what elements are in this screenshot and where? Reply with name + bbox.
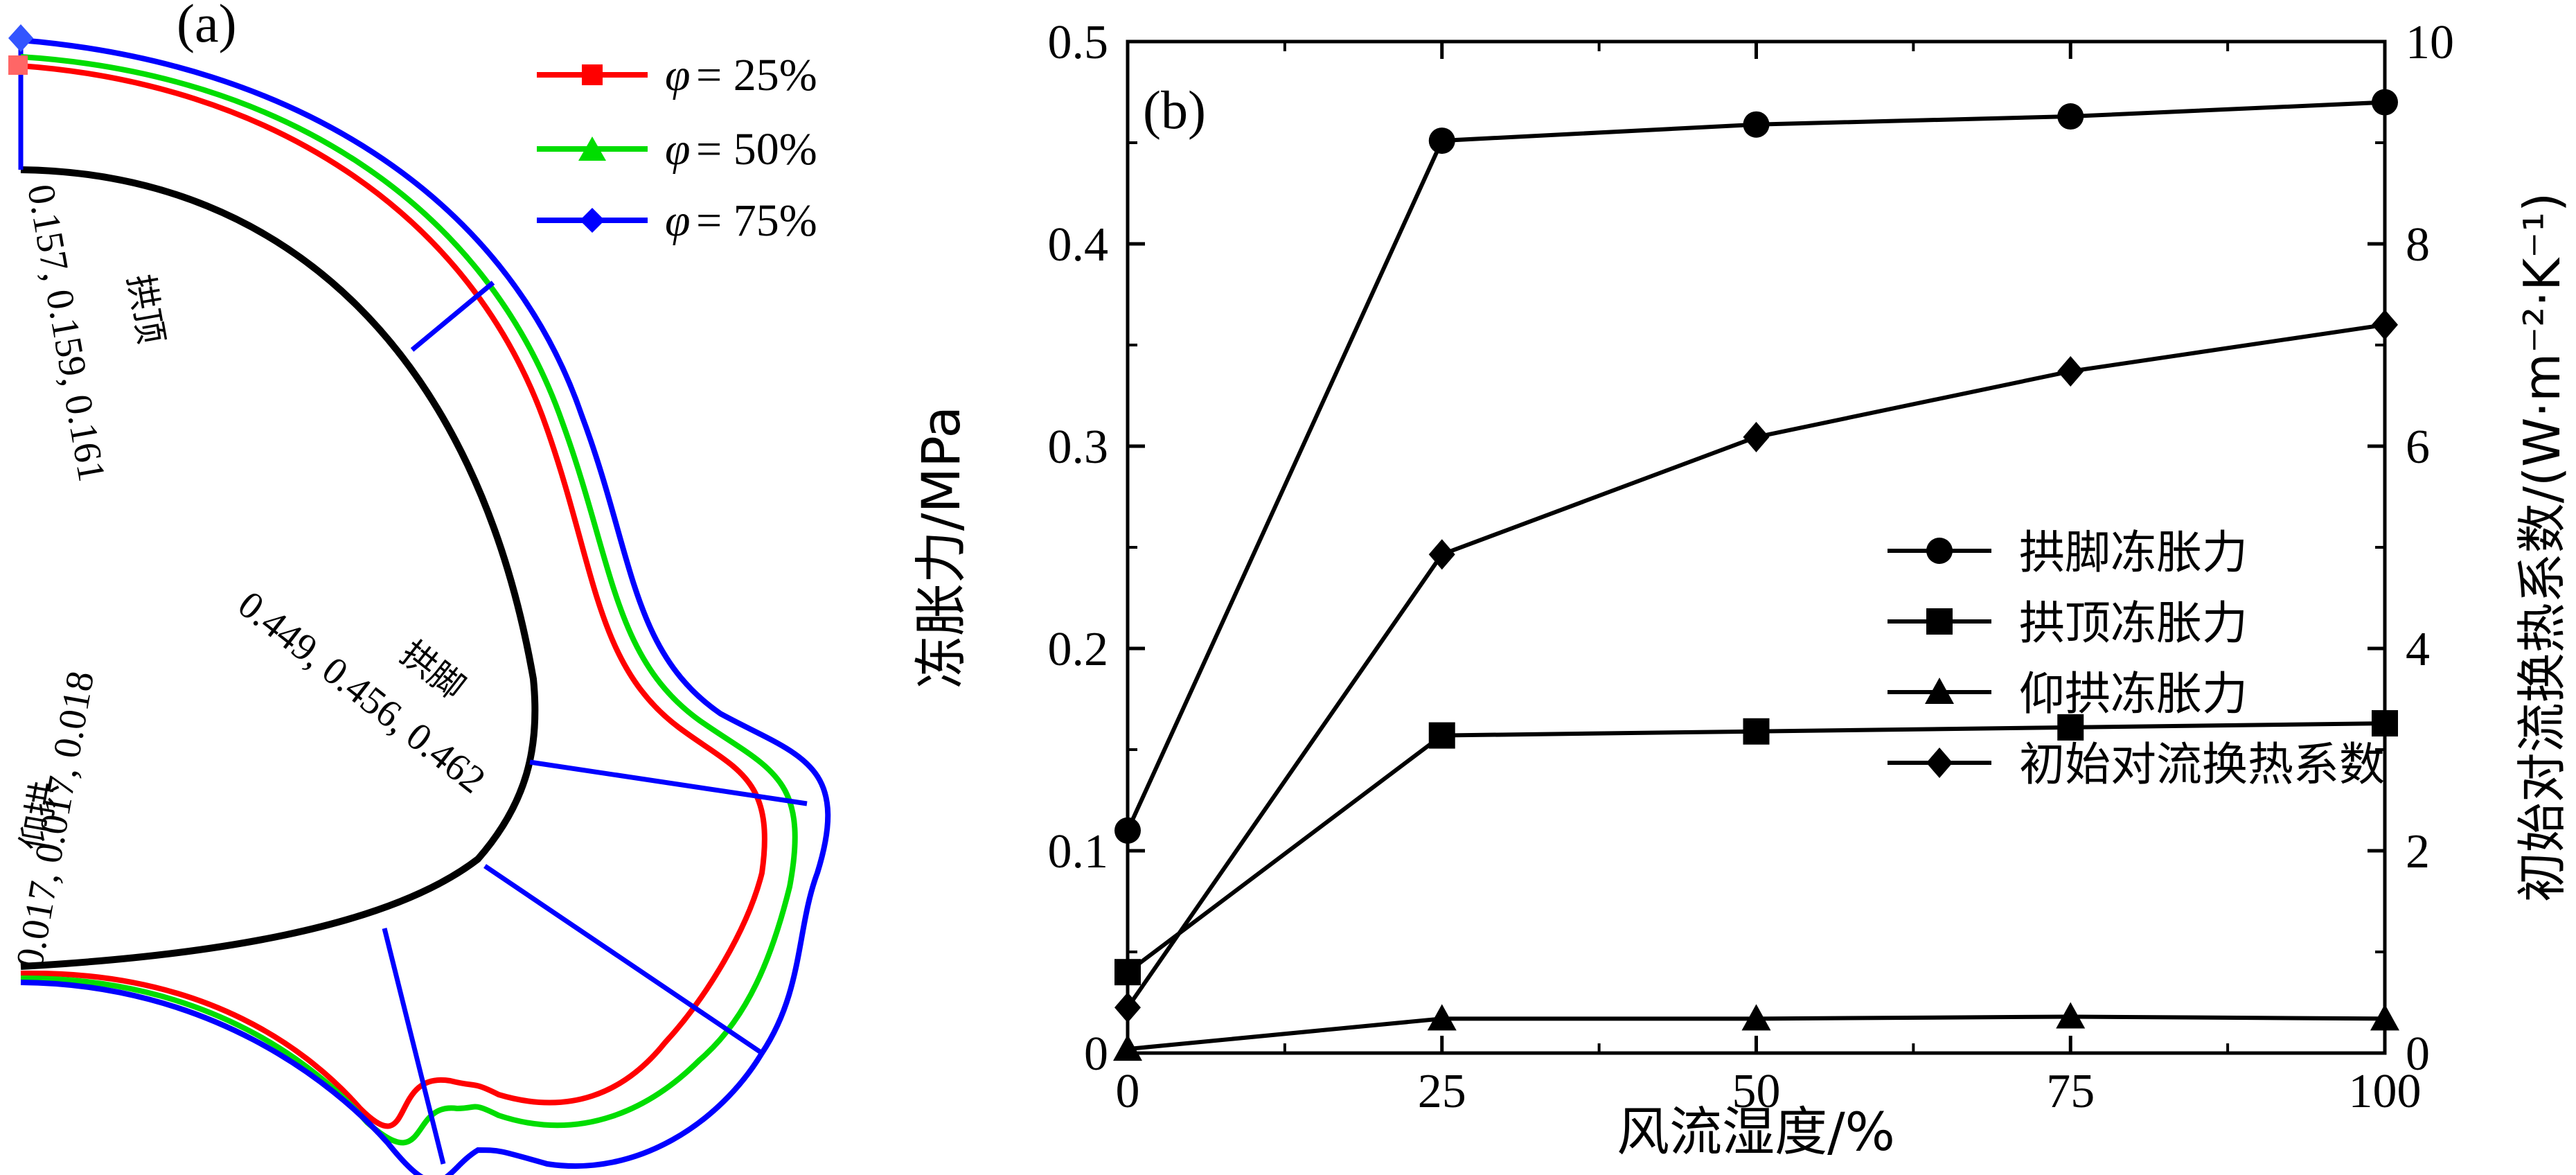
data-point-triangle [1427, 1004, 1457, 1031]
circle-marker-icon [1926, 538, 1953, 564]
crown-values: 0.157, 0.159, 0.161 [19, 181, 113, 484]
legend-label: 初始对流换热系数 [2019, 738, 2385, 791]
data-point-circle [2372, 89, 2398, 116]
panel-b-chart: (b) 0 25 50 75 100 00.10.20.30.40.5 0246810 … [910, 16, 2571, 1163]
y-axis-title: 冻胀力/MPa [910, 406, 972, 689]
data-point-diamond [1428, 539, 1455, 570]
y-tick-label: 0.3 [1048, 421, 1109, 474]
x-tick-label: 100 [2349, 1065, 2422, 1118]
legend-phi-25-text: = 25% [696, 50, 817, 100]
foot-radial-line-upper [529, 759, 808, 806]
foot-radial-line-lower [483, 864, 763, 1055]
data-point-triangle [2370, 1004, 2399, 1031]
series-group [1113, 89, 2399, 1061]
legend-marker-square-start [8, 55, 28, 75]
panel-a-label: (a) [177, 0, 237, 53]
data-point-triangle [1113, 1034, 1142, 1061]
diamond-marker-icon [580, 208, 605, 233]
x-tick-label: 50 [1732, 1065, 1781, 1118]
curve-phi-25 [20, 63, 767, 1129]
x-tick-label: 0 [1116, 1065, 1140, 1118]
panel-a-legend: φ = 25% φ = 50% φ = 75% [537, 50, 817, 246]
panel-b-label: (b) [1143, 80, 1206, 140]
y-tick-label: 0.5 [1048, 16, 1109, 69]
crown-radial-line [410, 281, 495, 352]
x-axis-title: 风流湿度/% [1617, 1101, 1895, 1163]
x-axis: 0 25 50 75 100 [1116, 42, 2422, 1118]
triangle-marker-icon [578, 136, 606, 161]
curve-phi-75 [20, 37, 831, 1175]
triangle-marker-icon [1925, 678, 1954, 704]
square-marker-icon [1926, 608, 1953, 635]
data-point-square [2372, 710, 2398, 737]
legend-label: 拱脚冻胀力 [2019, 526, 2248, 579]
foot-label-group: 拱脚 [393, 633, 473, 707]
legend-label: 仰拱冻胀力 [2019, 667, 2248, 721]
crown-annotation: 0.157, 0.159, 0.161 [19, 181, 113, 484]
legend-phi-50-text: = 50% [696, 124, 817, 175]
data-point-diamond [2372, 309, 2398, 340]
data-point-square [1743, 718, 1770, 745]
invert-radial-line [382, 928, 446, 1165]
y-tick-label: 0 [1084, 1027, 1108, 1081]
y-tick-label: 0.4 [1048, 218, 1109, 272]
crown-name: 拱顶 [120, 272, 171, 347]
data-point-triangle [1741, 1004, 1771, 1031]
legend-phi-50-symbol: φ [665, 124, 691, 175]
data-point-circle [2057, 103, 2084, 130]
y-axis-right: 0 2 4 6 8 10 [2368, 16, 2454, 1081]
panel-a-diagram: (a) 0.157, 0.159, 0.161 拱顶 0.449, 0.456,… [8, 0, 831, 1175]
data-point-circle [1428, 127, 1455, 154]
legend-phi-25-symbol: φ [665, 50, 691, 100]
diamond-marker-icon [1926, 748, 1953, 778]
legend-phi-75-text: = 75% [696, 195, 817, 246]
crown-label-group: 拱顶 [120, 272, 171, 347]
tunnel-lining-outline [20, 166, 539, 970]
data-point-diamond [2057, 355, 2084, 387]
y-right-tick-label: 0 [2406, 1027, 2430, 1081]
y-axis-right-title: 初始对流换热系数/(W·m⁻²·K⁻¹) [2513, 193, 2571, 903]
legend-phi-75-symbol: φ [665, 195, 691, 246]
curve-phi-50 [20, 54, 798, 1146]
square-marker-icon [582, 64, 603, 85]
y-right-tick-label: 4 [2406, 623, 2430, 676]
data-point-triangle [2056, 1002, 2086, 1029]
foot-name: 拱脚 [393, 633, 473, 707]
data-point-square [1428, 722, 1455, 749]
x-tick-label: 75 [2046, 1065, 2095, 1118]
y-right-tick-label: 10 [2406, 16, 2454, 69]
y-axis-left: 0 0.1 0.2 0.3 0.4 0.5 [1048, 16, 1145, 1081]
data-point-square [2057, 714, 2084, 741]
legend-item-phi-25: φ = 25% [537, 50, 817, 100]
data-point-square [1114, 959, 1141, 986]
y-right-tick-label: 8 [2406, 218, 2430, 272]
y-right-tick-label: 6 [2406, 421, 2430, 474]
legend-item-phi-50: φ = 50% [537, 124, 817, 175]
y-tick-label: 0.1 [1048, 825, 1109, 878]
data-point-circle [1114, 817, 1141, 844]
data-point-diamond [1743, 421, 1770, 452]
data-point-diamond [1114, 992, 1141, 1023]
y-tick-label: 0.2 [1048, 623, 1109, 676]
y-right-tick-label: 2 [2406, 825, 2430, 878]
legend-item-phi-75: φ = 75% [537, 195, 817, 246]
legend-marker-diamond-start [8, 24, 33, 52]
legend-label: 拱顶冻胀力 [2019, 597, 2248, 650]
data-point-circle [1743, 111, 1770, 138]
x-tick-label: 25 [1418, 1065, 1466, 1118]
